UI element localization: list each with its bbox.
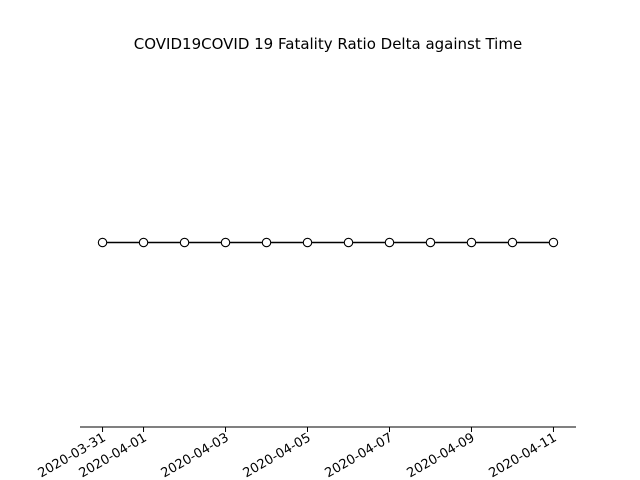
data-point: [97, 237, 108, 248]
data-point: [302, 237, 313, 248]
data-point: [548, 237, 559, 248]
x-tick-label: 2020-04-11: [487, 430, 560, 480]
x-tick-label: 2020-04-07: [323, 430, 396, 480]
x-tick-label: 2020-04-05: [241, 430, 314, 480]
data-point: [384, 237, 395, 248]
data-point: [466, 237, 477, 248]
data-point: [425, 237, 436, 248]
data-point: [179, 237, 190, 248]
data-point: [343, 237, 354, 248]
data-point: [261, 237, 272, 248]
data-point: [220, 237, 231, 248]
series-group: [97, 237, 559, 248]
chart-title: COVID19COVID 19 Fatality Ratio Delta aga…: [134, 35, 522, 53]
x-tick-label: 2020-04-09: [405, 430, 478, 480]
x-tick-label: 2020-04-03: [159, 430, 232, 480]
data-point: [138, 237, 149, 248]
data-point: [507, 237, 518, 248]
